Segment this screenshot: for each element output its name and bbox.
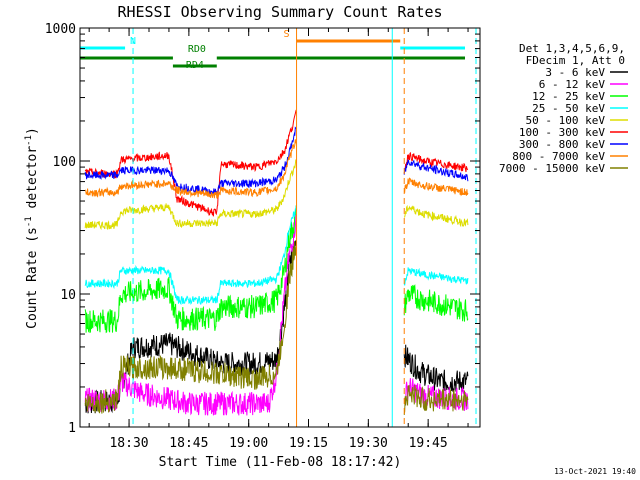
series-line: [403, 177, 469, 197]
chart-title: RHESSI Observing Summary Count Rates: [117, 3, 442, 21]
series-line: [84, 139, 297, 200]
legend-entry: 7000 - 15000 keV: [499, 162, 605, 175]
timestamp: 13-Oct-2021 19:40: [554, 467, 636, 476]
series-line: [84, 240, 297, 414]
x-axis-ticks: 18:30 18:45 19:00 19:15 19:30 19:45: [88, 28, 469, 451]
series-line: [84, 159, 297, 231]
x-tick-label: 19:45: [409, 436, 448, 451]
legend-header: FDecim 1, Att 0: [526, 54, 625, 67]
y-tick-label: 100: [53, 155, 76, 170]
series-line: [84, 126, 297, 196]
series-line: [84, 109, 297, 217]
legend-entry: 800 - 7000 keV: [512, 150, 605, 163]
y-tick-label: 1: [68, 421, 76, 436]
x-tick-label: 19:00: [229, 436, 268, 451]
series-line: [403, 267, 469, 286]
series-line: [84, 205, 297, 306]
flag-bars: NSRD0RD4: [80, 29, 465, 71]
legend: Det 1,3,4,5,6,9,FDecim 1, Att 03 - 6 keV…: [499, 42, 628, 175]
legend-entry: 12 - 25 keV: [532, 90, 605, 103]
x-axis-label: Start Time (11-Feb-08 18:17:42): [159, 455, 402, 470]
series-line: [84, 205, 297, 334]
legend-entry: 25 - 50 keV: [532, 102, 605, 115]
x-tick-label: 18:45: [169, 436, 208, 451]
flag-label: RD0: [188, 44, 206, 55]
series-line: [403, 344, 469, 393]
x-tick-label: 19:30: [349, 436, 388, 451]
y-tick-label: 1000: [45, 22, 76, 37]
flag-label: S: [284, 29, 290, 40]
legend-entry: 50 - 100 keV: [526, 114, 606, 127]
legend-header: Det 1,3,4,5,6,9,: [519, 42, 625, 55]
legend-entry: 6 - 12 keV: [539, 78, 606, 91]
series-line: [403, 151, 469, 174]
y-axis-label: Count Rate (s-1 detector-1): [24, 127, 40, 329]
x-tick-label: 19:15: [289, 436, 328, 451]
y-axis-ticks: 1 10 100 1000: [45, 22, 480, 436]
flag-label: RD4: [186, 60, 204, 71]
y-tick-label: 10: [60, 288, 76, 303]
legend-entry: 3 - 6 keV: [545, 66, 605, 79]
x-tick-label: 18:30: [109, 436, 148, 451]
series-line: [403, 204, 469, 228]
series-lines: [84, 109, 469, 416]
series-line: [84, 214, 297, 416]
series-line: [403, 284, 469, 322]
plot-frame: [79, 27, 481, 428]
series-line: [403, 159, 469, 182]
legend-entry: 100 - 300 keV: [519, 126, 605, 139]
legend-entry: 300 - 800 keV: [519, 138, 605, 151]
series-line: [403, 384, 469, 415]
